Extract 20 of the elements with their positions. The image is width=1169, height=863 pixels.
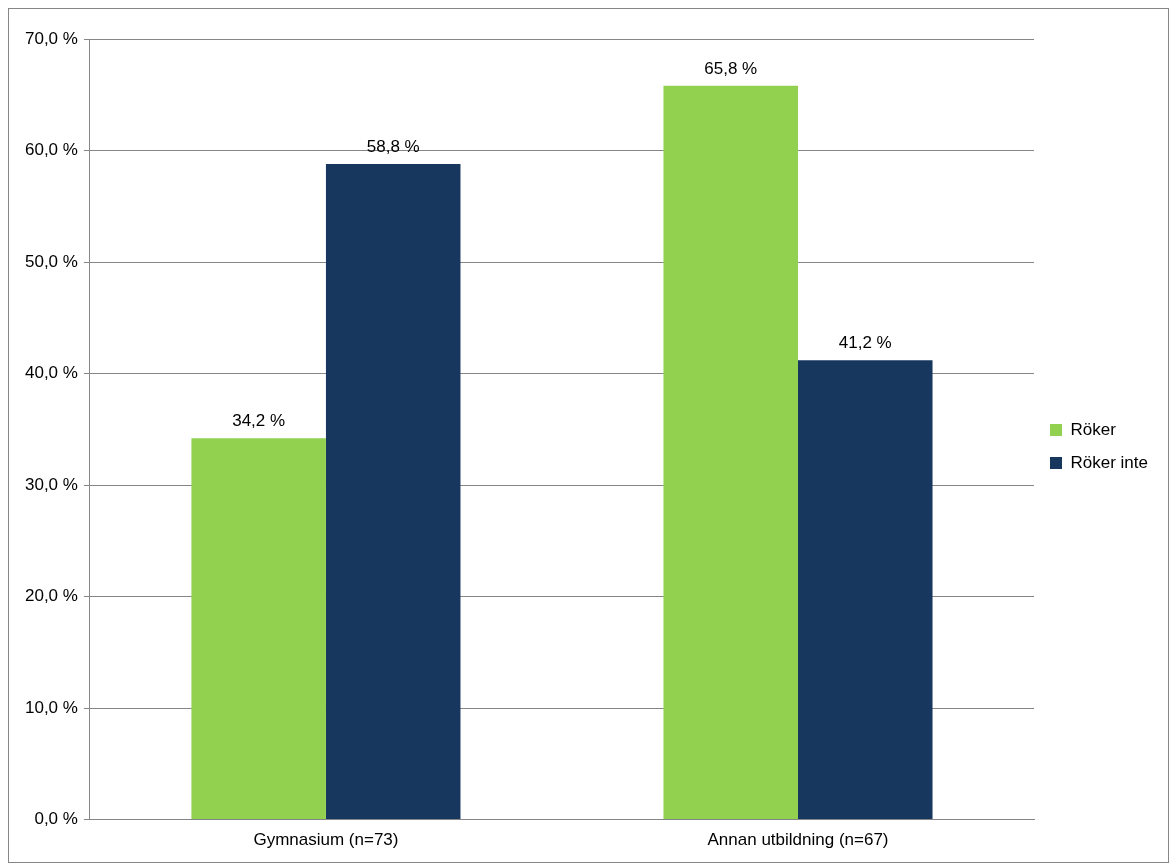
y-tick-label: 0,0 % xyxy=(34,809,78,829)
legend-label: Röker inte xyxy=(1070,452,1148,472)
y-tick-label: 40,0 % xyxy=(24,363,78,383)
bar xyxy=(663,85,798,820)
y-tick-label: 20,0 % xyxy=(24,586,78,606)
y-tick-label: 30,0 % xyxy=(24,474,78,494)
bar xyxy=(191,438,326,820)
data-label: 41,2 % xyxy=(838,333,892,353)
legend-label: Röker xyxy=(1070,419,1117,439)
y-tick-label: 10,0 % xyxy=(24,697,78,717)
y-tick-label: 70,0 % xyxy=(24,28,78,48)
data-label: 58,8 % xyxy=(366,137,420,157)
x-tick-label: Annan utbildning (n=67) xyxy=(707,830,889,850)
bar xyxy=(325,163,461,820)
x-tick-label: Gymnasium (n=73) xyxy=(253,830,399,850)
data-label: 34,2 % xyxy=(232,411,286,431)
y-tick-label: 60,0 % xyxy=(24,140,78,160)
y-tick-label: 50,0 % xyxy=(24,251,78,271)
data-label: 65,8 % xyxy=(704,59,758,79)
bar xyxy=(798,360,933,820)
